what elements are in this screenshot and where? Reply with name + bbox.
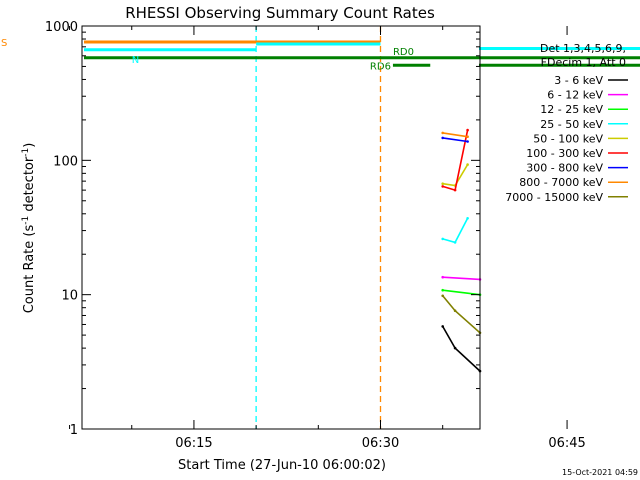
legend-label-4: 25 - 50 keV <box>540 118 603 131</box>
legend-label-5: 50 - 100 keV <box>533 132 603 145</box>
series-5-point-1 <box>441 182 445 185</box>
legend-label-1: 3 - 6 keV <box>554 74 603 87</box>
legend-header-line-1: Det 1,3,4,5,6,9, <box>540 42 626 55</box>
y-axis-label: Count Rate (s-1 detector-1) <box>21 143 37 314</box>
series-6-point-2 <box>453 188 457 192</box>
series-8-point-2 <box>466 135 469 138</box>
series-5-point-3 <box>466 163 469 166</box>
legend-label-3: 12 - 25 keV <box>540 103 603 116</box>
series-7-point-1 <box>441 136 445 140</box>
y-tick-label: 100 <box>53 154 78 169</box>
y-tick-label: 10 <box>61 289 78 304</box>
series-6-point-1 <box>441 185 445 188</box>
series-4-point-1 <box>441 237 445 241</box>
series-1-point-2 <box>453 346 457 350</box>
legend-label-2: 6 - 12 keV <box>547 89 603 102</box>
series-6-point-3 <box>466 128 469 132</box>
series-1-point-1 <box>441 325 445 328</box>
legend-label-6: 100 - 300 keV <box>526 147 603 160</box>
flag-label-rd0: RD0 <box>393 47 414 58</box>
series-8-point-1 <box>441 131 445 135</box>
series-4-point-2 <box>453 241 457 244</box>
x-axis-label: Start Time (27-Jun-10 06:00:02) <box>178 458 386 473</box>
series-9-point-1 <box>441 294 445 298</box>
x-tick-label: 06:45 <box>548 436 585 451</box>
legend-header-line-2: FDecim 1, Att 0 <box>541 56 626 69</box>
flag-label-s: S <box>1 38 7 49</box>
series-line-2 <box>442 276 481 281</box>
flag-label-n: N <box>132 55 139 66</box>
legend: Det 1,3,4,5,6,9, FDecim 1, Att 0 3 - 6 k… <box>505 42 628 204</box>
chart-title: RHESSI Observing Summary Count Rates <box>125 4 435 22</box>
legend-label-7: 300 - 800 keV <box>526 162 603 175</box>
series-line-7 <box>442 137 468 143</box>
y-tick-label: 1000 <box>45 20 78 35</box>
series-line-8 <box>442 132 468 138</box>
legend-label-9: 7000 - 15000 keV <box>505 191 603 204</box>
series-4-point-3 <box>466 217 469 220</box>
series-3-point-1 <box>441 288 445 292</box>
legend-label-8: 800 - 7000 keV <box>519 176 603 189</box>
flag-label-rd6: RD6 <box>370 61 391 72</box>
plot-frame <box>81 25 481 430</box>
x-tick-label: 06:30 <box>362 436 399 451</box>
series-7-point-2 <box>466 140 469 143</box>
series-9-point-2 <box>453 309 457 313</box>
series-line-3 <box>442 289 481 296</box>
y-tick-label: 1 <box>70 423 78 438</box>
series-2-point-1 <box>441 275 445 279</box>
x-tick-label: 06:15 <box>175 436 212 451</box>
footer-timestamp: 15-Oct-2021 04:59 <box>562 468 638 477</box>
